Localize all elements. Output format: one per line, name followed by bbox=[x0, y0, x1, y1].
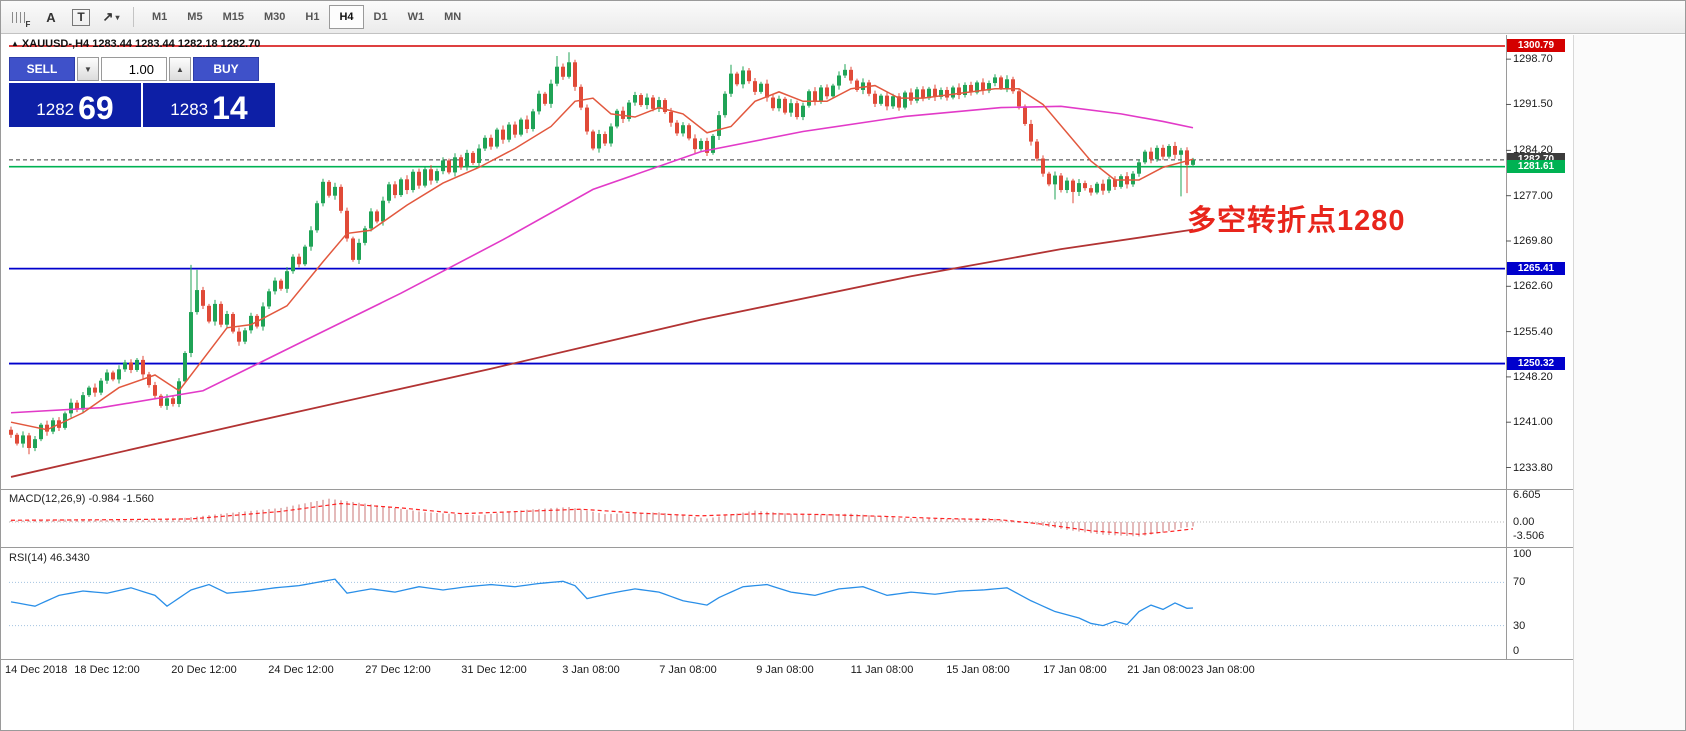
time-axis-label: 18 Dec 12:00 bbox=[74, 664, 140, 676]
macd-indicator-label: MACD(12,26,9) -0.984 -1.560 bbox=[9, 493, 154, 505]
price-tick-label: 1233.80 bbox=[1513, 461, 1553, 474]
price-tick-label: 1262.60 bbox=[1513, 280, 1553, 293]
time-axis-label: 15 Jan 08:00 bbox=[946, 664, 1010, 676]
price-tick-label: 1241.00 bbox=[1513, 416, 1553, 429]
one-click-trading-panel: SELL ▼ ▲ BUY 1282 69 1283 14 bbox=[9, 57, 275, 127]
symbol-marker-icon: ▲ bbox=[11, 39, 19, 48]
volume-input[interactable] bbox=[101, 57, 167, 81]
drawing-tools-button[interactable]: ↗ ▾ bbox=[97, 4, 125, 30]
price-tick-label: 1291.50 bbox=[1513, 98, 1553, 111]
buy-price-display[interactable]: 1283 14 bbox=[143, 83, 275, 127]
macd-tick-label: 0.00 bbox=[1513, 516, 1535, 528]
hline-price-label: 1281.61 bbox=[1507, 160, 1565, 174]
chevron-down-icon: ▼ bbox=[84, 64, 92, 74]
hline-price-label: 1250.32 bbox=[1507, 357, 1565, 371]
hline-price-label: 1300.79 bbox=[1507, 39, 1565, 53]
arrow-draw-icon: ↗ bbox=[102, 9, 114, 24]
timeframe-w1-button[interactable]: W1 bbox=[407, 11, 425, 23]
chevron-down-icon: ▾ bbox=[115, 12, 120, 22]
timeframe-mn-button[interactable]: MN bbox=[444, 11, 462, 23]
time-axis-label: 23 Jan 08:00 bbox=[1191, 664, 1255, 676]
time-axis-label: 7 Jan 08:00 bbox=[659, 664, 717, 676]
rsi-tick-label: 0 bbox=[1513, 645, 1520, 657]
chart-text-annotation: 多空转折点1280 bbox=[1187, 205, 1406, 237]
timeframe-d1-button[interactable]: D1 bbox=[373, 11, 388, 23]
timeframe-m1-button[interactable]: M1 bbox=[152, 11, 168, 23]
timeframe-m15-button[interactable]: M15 bbox=[222, 11, 244, 23]
symbol-ohlc-text: XAUUSD-,H4 1283.44 1283.44 1282.18 1282.… bbox=[21, 38, 261, 50]
fibonacci-label: F bbox=[25, 20, 31, 29]
time-axis-label: 3 Jan 08:00 bbox=[562, 664, 620, 676]
price-tick-label: 1277.00 bbox=[1513, 189, 1553, 202]
timeframe-m30-button[interactable]: M30 bbox=[263, 11, 286, 23]
symbol-info-line: ▲ XAUUSD-,H4 1283.44 1283.44 1282.18 1282… bbox=[11, 38, 260, 50]
fibonacci-icon bbox=[11, 11, 25, 23]
fibonacci-tool-button[interactable]: F bbox=[7, 4, 35, 30]
price-tick-label: 1255.40 bbox=[1513, 325, 1553, 338]
label-tool-button[interactable]: A bbox=[37, 4, 65, 30]
hline-price-label: 1265.41 bbox=[1507, 262, 1565, 276]
macd-tick-label: 6.605 bbox=[1513, 489, 1541, 501]
time-axis-label: 17 Jan 08:00 bbox=[1043, 664, 1107, 676]
text-tool-button[interactable]: T bbox=[67, 4, 95, 30]
time-axis-label: 24 Dec 12:00 bbox=[268, 664, 334, 676]
price-tick-label: 1298.70 bbox=[1513, 53, 1553, 66]
text-tool-icon: T bbox=[72, 8, 90, 26]
rsi-tick-label: 30 bbox=[1513, 620, 1526, 632]
price-tick-label: 1248.20 bbox=[1513, 370, 1553, 383]
timeframe-h4-button[interactable]: H4 bbox=[329, 5, 364, 29]
time-axis-label: 21 Jan 08:00 bbox=[1127, 664, 1191, 676]
sell-price-display[interactable]: 1282 69 bbox=[9, 83, 141, 127]
timeframe-bar: M1 M5 M15 M30 H1 H4 D1 W1 MN bbox=[142, 5, 471, 29]
label-tool-icon: A bbox=[46, 9, 56, 25]
sell-button[interactable]: SELL bbox=[9, 57, 75, 81]
rsi-tick-label: 100 bbox=[1513, 548, 1532, 560]
rsi-indicator-label: RSI(14) 46.3430 bbox=[9, 552, 90, 564]
buy-price-pips: 14 bbox=[212, 90, 248, 127]
timeframe-m5-button[interactable]: M5 bbox=[187, 11, 203, 23]
buy-button[interactable]: BUY bbox=[193, 57, 259, 81]
volume-increase-button[interactable]: ▲ bbox=[169, 57, 191, 81]
buy-price-main: 1283 bbox=[170, 100, 209, 119]
time-axis-label: 11 Jan 08:00 bbox=[850, 664, 914, 676]
rsi-tick-label: 70 bbox=[1513, 576, 1526, 588]
price-tick-label: 1269.80 bbox=[1513, 234, 1553, 247]
toolbar-separator bbox=[133, 7, 134, 27]
toolbar: F A T ↗ ▾ M1 M5 M15 M30 H1 H4 D1 W1 MN bbox=[1, 1, 1685, 34]
chevron-up-icon: ▲ bbox=[176, 64, 184, 74]
time-axis-label: 20 Dec 12:00 bbox=[171, 664, 237, 676]
time-axis-label: 9 Jan 08:00 bbox=[756, 664, 814, 676]
time-axis-label: 27 Dec 12:00 bbox=[365, 664, 431, 676]
time-axis-label: 31 Dec 12:00 bbox=[461, 664, 527, 676]
timeframe-h1-button[interactable]: H1 bbox=[305, 11, 320, 23]
time-axis-label: 14 Dec 2018 bbox=[5, 664, 68, 676]
sell-price-pips: 69 bbox=[78, 90, 114, 127]
volume-decrease-button[interactable]: ▼ bbox=[77, 57, 99, 81]
macd-tick-label: -3.506 bbox=[1513, 530, 1545, 542]
sell-price-main: 1282 bbox=[36, 100, 75, 119]
